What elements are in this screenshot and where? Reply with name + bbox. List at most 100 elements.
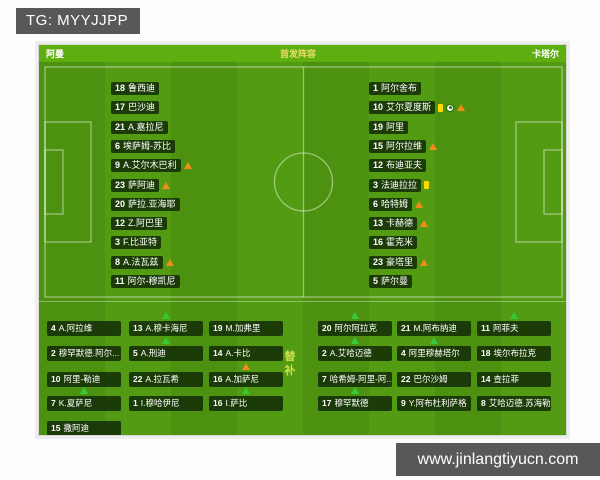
player-name: A.艾尔木巴利 xyxy=(123,160,177,171)
sub-out-icon xyxy=(415,200,424,208)
player-box: 5 萨尔曼 xyxy=(369,275,413,288)
sub-out-icon xyxy=(420,220,429,228)
tg-badge: TG: MYYJJPP xyxy=(16,8,141,34)
player-name: 哈希姆-阿里-阿... xyxy=(329,374,392,384)
sub-player-box: 9 Y.阿布杜利萨格 xyxy=(397,396,471,411)
player-name: A.卡比 xyxy=(225,348,251,358)
player-box: 15 阿尔拉维 xyxy=(369,139,427,153)
sub-cell: 21 M.阿布纳迪 xyxy=(397,321,471,336)
player-name: 埃萨姆-苏比 xyxy=(123,140,172,151)
sub-out-icon xyxy=(162,181,171,189)
player-number: 18 xyxy=(481,348,491,358)
sub-out-icon xyxy=(165,258,174,266)
sub-cell: 7 哈希姆-阿里-阿... xyxy=(318,372,392,387)
player-name: A.阿拉维 xyxy=(58,323,93,333)
player-name: 布迪亚夫 xyxy=(386,160,423,171)
home-team-name: 阿曼 xyxy=(46,49,65,59)
sub-player-box: 10 阿里-勒迪 xyxy=(47,372,121,387)
player-box: 21 A.嘉拉尼 xyxy=(111,120,168,134)
subs-label: 替补 xyxy=(284,351,296,377)
sub-cell: 16 I.萨比 xyxy=(209,387,283,411)
player-name: 萨尔曼 xyxy=(381,276,409,286)
player-number: 22 xyxy=(133,374,143,384)
player-name: A.艾哈迈德 xyxy=(329,348,372,358)
player-number: 12 xyxy=(115,218,126,229)
player-row: 3 F.比亚特 xyxy=(111,236,162,250)
away-team-name: 卡塔尔 xyxy=(531,49,559,59)
player-name: A.加萨尼 xyxy=(225,374,260,384)
player-box: 17 巴沙迪 xyxy=(111,101,160,115)
player-name: 阿尔拉维 xyxy=(386,140,423,151)
player-name: 撒阿迪 xyxy=(63,423,89,433)
player-number: 10 xyxy=(51,374,61,384)
player-name: 阿尔-穆凯尼 xyxy=(127,276,176,286)
sub-player-box: 14 查拉菲 xyxy=(477,372,551,387)
player-row: 12 布迪亚夫 xyxy=(369,159,427,173)
player-name: 霍克米 xyxy=(386,237,414,248)
player-number: 15 xyxy=(51,423,61,433)
sub-cell: 10 阿里-勒迪 xyxy=(47,372,121,387)
player-name: 哈特姆 xyxy=(381,198,409,209)
sub-in-icon xyxy=(80,387,88,394)
sub-in-icon xyxy=(242,387,250,394)
player-box: 11 阿尔-穆凯尼 xyxy=(111,275,180,288)
player-name: 艾哈迈德.苏海勒 xyxy=(488,398,551,408)
sub-in-icon xyxy=(162,337,170,344)
player-box: 3 F.比亚特 xyxy=(111,236,162,250)
player-box: 10 艾尔夏度斯 xyxy=(369,101,436,115)
sub-player-box: 18 埃尔布拉克 xyxy=(477,346,551,361)
player-box: 3 法迪拉拉 xyxy=(369,178,422,192)
player-row: 20 萨拉.亚海耶 xyxy=(111,197,180,211)
sub-player-box: 4 阿里穆赫塔尔 xyxy=(397,346,471,361)
player-box: 18 鲁西迪 xyxy=(111,82,160,95)
player-name: M.加弗里 xyxy=(225,323,261,333)
player-number: 2 xyxy=(322,348,327,358)
sub-player-box: 14 A.卡比 xyxy=(209,346,283,361)
sub-player-box: 19 M.加弗里 xyxy=(209,321,283,336)
player-name: 艾尔夏度斯 xyxy=(386,102,432,113)
sub-cell: 5 A.刑迪 xyxy=(129,337,203,361)
sub-player-box: 1 I.穆哈伊尼 xyxy=(129,396,203,411)
player-row: 8 A.法瓦兹 xyxy=(111,255,174,269)
player-box: 23 豪塔里 xyxy=(369,255,418,269)
player-name: 法迪拉拉 xyxy=(381,179,418,190)
player-box: 12 Z.阿巴里 xyxy=(111,217,168,231)
player-number: 10 xyxy=(373,102,384,113)
player-number: 5 xyxy=(133,348,138,358)
player-number: 1 xyxy=(373,83,379,93)
player-number: 17 xyxy=(115,102,126,113)
player-name: 卡赫德 xyxy=(386,218,414,229)
player-number: 14 xyxy=(481,374,491,384)
player-row: 9 A.艾尔木巴利 xyxy=(111,159,192,173)
player-row: 23 萨阿迪 xyxy=(111,178,171,192)
sub-player-box: 15 撒阿迪 xyxy=(47,421,121,435)
sub-out-icon xyxy=(429,142,438,150)
sub-player-box: 22 A.拉瓦希 xyxy=(129,372,203,387)
sub-player-box: 22 巴尔沙姆 xyxy=(397,372,471,387)
player-row: 5 萨尔曼 xyxy=(369,275,413,288)
player-row: 6 埃萨姆-苏比 xyxy=(111,139,176,153)
player-row: 15 阿尔拉维 xyxy=(369,139,438,153)
sub-cell: 8 艾哈迈德.苏海勒 xyxy=(477,396,551,411)
player-number: 20 xyxy=(322,323,332,333)
sub-player-box: 17 穆罕默德 xyxy=(318,396,392,411)
player-name: A.穆卡海尼 xyxy=(145,323,188,333)
player-name: I.萨比 xyxy=(225,398,248,408)
player-row: 6 哈特姆 xyxy=(369,197,424,211)
yellow-card-icon xyxy=(438,103,444,112)
sub-cell: 2 A.艾哈迈德 xyxy=(318,337,392,361)
player-number: 16 xyxy=(373,237,384,248)
player-number: 9 xyxy=(401,398,406,408)
sub-cell: 18 埃尔布拉克 xyxy=(477,346,551,361)
lineup-header: 阿曼 首发阵容 卡塔尔 xyxy=(39,45,566,62)
player-name: 阿尔阿拉克 xyxy=(334,323,377,333)
player-box: 23 萨阿迪 xyxy=(111,178,160,192)
player-name: A.法瓦兹 xyxy=(123,256,159,267)
sub-in-icon xyxy=(351,337,359,344)
sub-player-box: 21 M.阿布纳迪 xyxy=(397,321,471,336)
player-number: 16 xyxy=(213,398,223,408)
sub-cell: 4 A.阿拉维 xyxy=(47,321,121,336)
pitch: 18 鲁西迪 17 巴沙迪 21 A.嘉拉尼 6 埃萨姆-苏比 9 A.艾尔木巴利 23 萨阿迪 20 萨… xyxy=(39,62,566,301)
sub-cell: 2 穆罕默德.阿尔... xyxy=(47,346,121,361)
